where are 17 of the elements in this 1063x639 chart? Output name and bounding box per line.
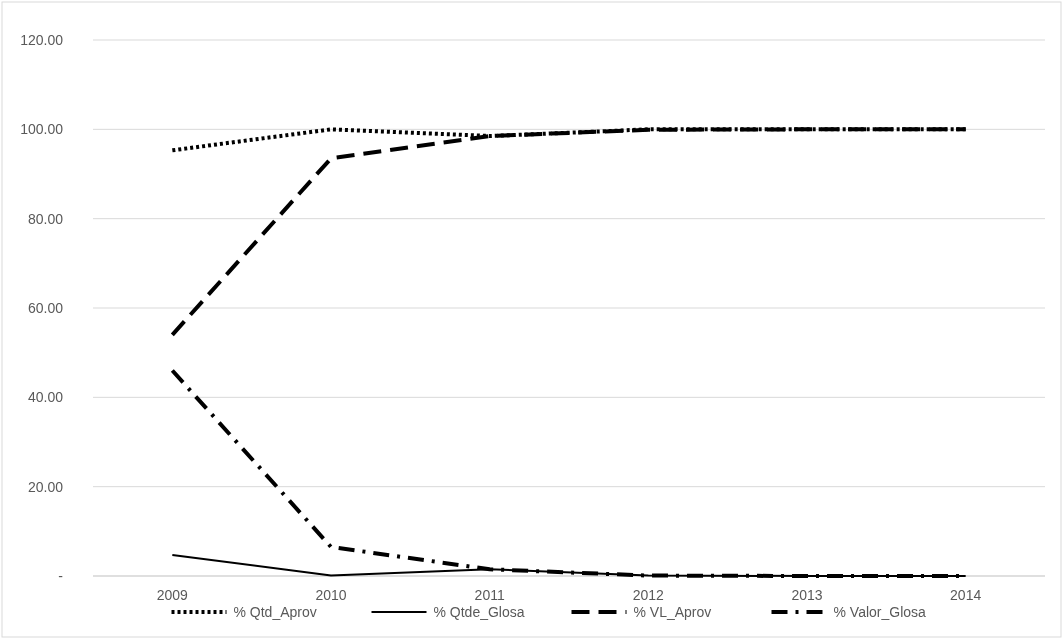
legend-label: % Qtd_Aprov: [233, 603, 317, 620]
x-tick-label: 2012: [632, 587, 665, 603]
legend-label: % Qtde_Glosa: [433, 603, 525, 620]
legend-label: % VL_Aprov: [633, 603, 712, 620]
x-tick-label: 2010: [315, 587, 347, 603]
x-tick-label: 2014: [950, 587, 982, 603]
y-tick-label: 80.00: [27, 210, 64, 227]
x-tick-label: 2011: [474, 587, 505, 603]
y-tick-label: 120.00: [20, 31, 64, 48]
y-tick-label: 60.00: [27, 299, 64, 316]
y-tick-label: 20.00: [27, 478, 64, 495]
x-tick-label: 2009: [156, 587, 189, 603]
y-tick-label: -: [58, 567, 64, 584]
legend-label: % Valor_Glosa: [833, 603, 927, 620]
y-tick-label: 40.00: [27, 389, 64, 406]
y-tick-label: 100.00: [20, 121, 64, 138]
x-tick-label: 2013: [791, 587, 823, 603]
